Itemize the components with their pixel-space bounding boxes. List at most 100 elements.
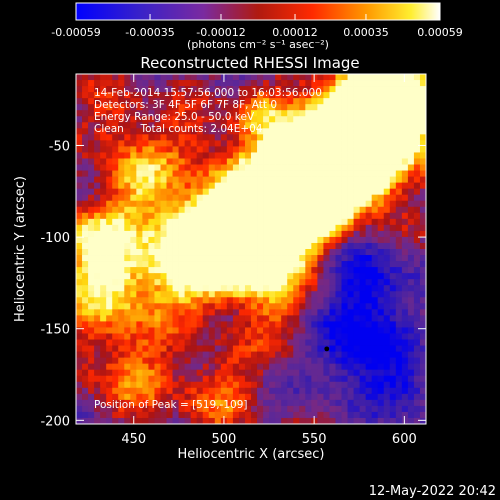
heatmap-cell — [365, 224, 373, 232]
heatmap-cell — [395, 206, 403, 214]
heatmap-cell — [293, 255, 300, 262]
heatmap-cell — [311, 128, 318, 135]
heatmap-cell — [389, 86, 397, 93]
heatmap-cell — [299, 242, 306, 250]
heatmap-cell — [172, 146, 179, 153]
heatmap-cell — [202, 393, 210, 401]
heatmap-cell — [136, 255, 143, 262]
heatmap-cell — [329, 224, 336, 232]
heatmap-cell — [154, 242, 161, 250]
heatmap-cell — [82, 188, 89, 196]
heatmap-cell — [190, 399, 198, 407]
heatmap-cell — [118, 230, 125, 238]
x-axis-label: Heliocentric X (arcsec) — [178, 447, 325, 462]
heatmap-cell — [226, 267, 234, 274]
heatmap-cell — [395, 212, 403, 220]
heatmap-cell — [214, 351, 222, 359]
heatmap-cell — [335, 369, 342, 377]
heatmap-cell — [166, 417, 173, 425]
heatmap-cell — [88, 176, 95, 184]
heatmap-cell — [299, 273, 306, 280]
heatmap-cell — [160, 369, 167, 377]
heatmap-cell — [106, 351, 113, 359]
heatmap-cell — [413, 230, 421, 238]
heatmap-cell — [124, 236, 131, 244]
heatmap-cell — [166, 399, 173, 407]
heatmap-cell — [226, 285, 234, 292]
heatmap-cell — [383, 405, 391, 413]
heatmap-cell — [226, 212, 234, 220]
heatmap-cell — [395, 363, 403, 371]
heatmap-cell — [395, 80, 403, 87]
heatmap-cell — [118, 321, 125, 328]
heatmap-cell — [317, 188, 324, 196]
heatmap-cell — [208, 122, 216, 129]
heatmap-cell — [202, 98, 210, 105]
heatmap-cell — [166, 122, 173, 129]
heatmap-cell — [88, 333, 95, 340]
heatmap-cell — [166, 339, 173, 346]
heatmap-cell — [220, 152, 228, 159]
heatmap-cell — [148, 74, 155, 81]
heatmap-cell — [154, 291, 161, 298]
heatmap-cell — [257, 363, 264, 371]
heatmap-cell — [371, 249, 379, 256]
heatmap-cell — [407, 110, 415, 117]
heatmap-cell — [353, 86, 361, 93]
heatmap-cell — [76, 315, 83, 322]
heatmap-cell — [196, 387, 204, 395]
heatmap-cell — [293, 267, 300, 274]
heatmap-cell — [257, 194, 264, 202]
heatmap-cell — [100, 405, 107, 413]
heatmap-cell — [275, 405, 282, 413]
heatmap-cell — [136, 381, 143, 389]
annotation-time-range: 14-Feb-2014 15:57:56.000 to 16:03:56.000 — [94, 87, 322, 99]
heatmap-cell — [335, 393, 342, 401]
heatmap-cell — [238, 267, 246, 274]
heatmap-cell — [257, 369, 264, 377]
heatmap-cell — [401, 170, 409, 177]
heatmap-cell — [263, 176, 270, 184]
heatmap-cell — [257, 98, 264, 105]
heatmap-cell — [178, 158, 186, 165]
heatmap-cell — [202, 291, 210, 298]
heatmap-cell — [263, 230, 270, 238]
heatmap-cell — [329, 333, 336, 340]
heatmap-cell — [178, 104, 186, 111]
heatmap-cell — [341, 417, 348, 425]
heatmap-cell — [106, 98, 113, 105]
heatmap-cell — [263, 170, 270, 177]
heatmap-cell — [196, 140, 204, 147]
heatmap-cell — [226, 230, 234, 238]
heatmap-cell — [383, 309, 391, 316]
heatmap-cell — [232, 309, 240, 316]
heatmap-cell — [257, 80, 264, 87]
heatmap-cell — [244, 291, 252, 298]
heatmap-cell — [395, 285, 403, 292]
heatmap-cell — [287, 357, 294, 365]
heatmap-cell — [341, 405, 348, 413]
heatmap-cell — [160, 140, 167, 147]
heatmap-cell — [172, 309, 179, 316]
heatmap-cell — [329, 230, 336, 238]
heatmap-cell — [238, 200, 246, 208]
heatmap-cell — [214, 387, 222, 395]
heatmap-cell — [305, 230, 312, 238]
heatmap-cell — [365, 242, 373, 250]
heatmap-cell — [76, 261, 83, 268]
heatmap-cell — [371, 309, 379, 316]
heatmap-cell — [317, 80, 324, 87]
heatmap-cell — [353, 375, 361, 383]
heatmap-cell — [299, 285, 306, 292]
heatmap-cell — [172, 345, 179, 352]
heatmap-cell — [202, 327, 210, 334]
heatmap-cell — [329, 369, 336, 377]
heatmap-cell — [317, 98, 324, 105]
heatmap-cell — [160, 146, 167, 153]
heatmap-cell — [305, 206, 312, 214]
heatmap-cell — [124, 381, 131, 389]
heatmap-cell — [329, 206, 336, 214]
heatmap-cell — [148, 369, 155, 377]
heatmap-cell — [148, 80, 155, 87]
heatmap-cell — [226, 164, 234, 171]
